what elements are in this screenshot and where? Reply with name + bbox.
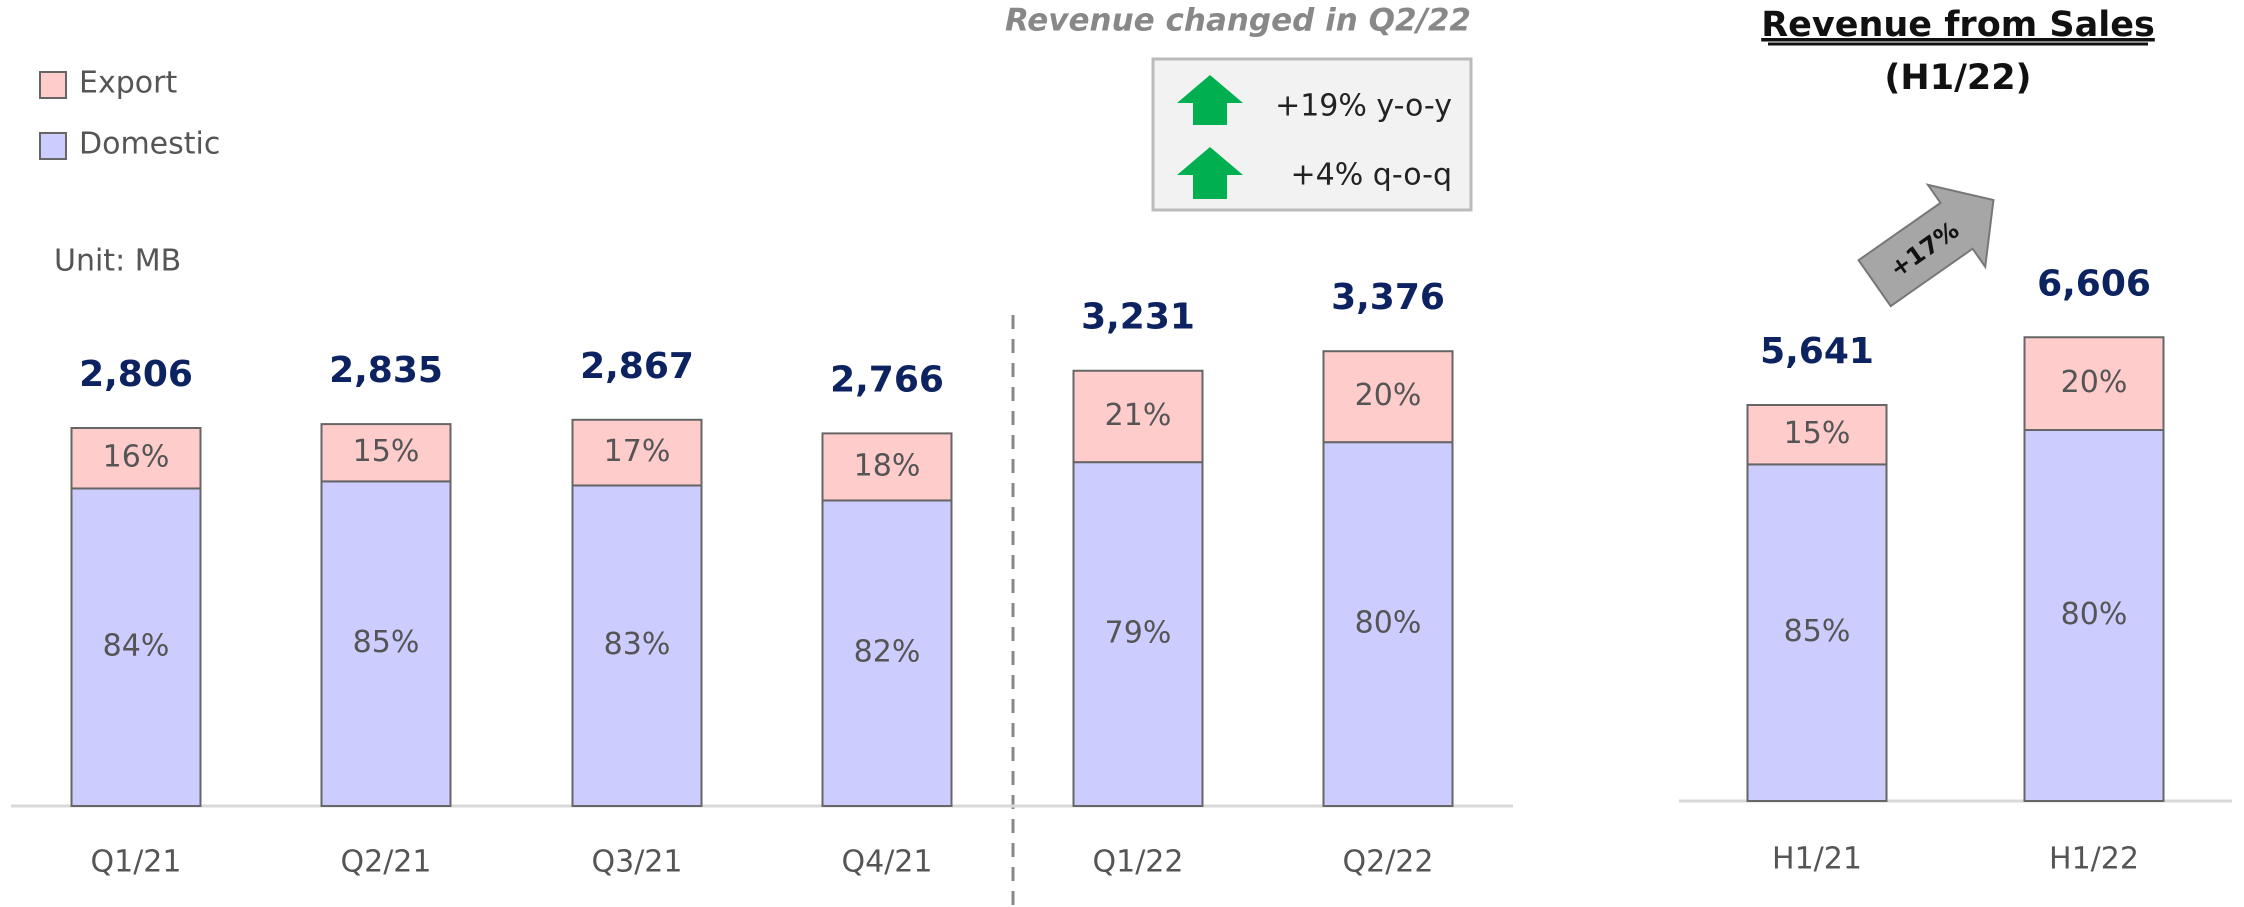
bar-segment <box>821 499 953 807</box>
segment-label: 17% <box>604 434 671 469</box>
x-tick-label: Q4/21 <box>842 845 933 880</box>
chart-subtitle: (H1/22) <box>1884 58 2031 98</box>
segment-label: 80% <box>1355 606 1422 641</box>
x-tick-label: Q2/22 <box>1343 845 1434 880</box>
up-arrow <box>1177 147 1243 199</box>
x-tick-label: H1/21 <box>1772 842 1862 877</box>
total-label: 5,641 <box>1760 331 1874 372</box>
segment-label: 15% <box>353 434 420 469</box>
total-label: 3,376 <box>1331 277 1445 318</box>
legend-swatch <box>39 71 67 99</box>
total-label: 6,606 <box>2037 263 2151 304</box>
legend-label: Domestic <box>79 127 220 162</box>
unit-label: Unit: MB <box>54 244 181 279</box>
segment-label: 20% <box>2061 365 2128 400</box>
bar-segment <box>320 423 452 483</box>
total-label: 2,766 <box>830 359 944 400</box>
bar-segment <box>2023 429 2165 802</box>
segment-label: 15% <box>1784 416 1851 451</box>
bar-segment <box>320 480 452 807</box>
segment-label: 79% <box>1105 616 1172 651</box>
bar-segment <box>2023 336 2165 432</box>
bar-segment <box>571 484 703 807</box>
segment-label: 21% <box>1105 398 1172 433</box>
total-label: 3,231 <box>1081 297 1195 338</box>
segment-label: 85% <box>353 625 420 660</box>
legend-label: Export <box>79 66 177 101</box>
x-tick-label: Q2/21 <box>341 845 432 880</box>
total-label: 2,806 <box>79 354 193 395</box>
segment-label: 85% <box>1784 614 1851 649</box>
bar-segment <box>70 487 202 807</box>
annotation-title: Revenue changed in Q2/22 <box>1005 3 1471 39</box>
total-label: 2,867 <box>580 346 694 387</box>
chart-title: Revenue from Sales <box>1761 5 2155 45</box>
growth-arrow: +17% <box>1857 183 1995 308</box>
segment-label: 80% <box>2061 597 2128 632</box>
segment-label: 82% <box>854 635 921 670</box>
bar-segment <box>821 432 953 502</box>
bar-segment <box>1322 441 1454 807</box>
segment-label: 83% <box>604 627 671 662</box>
legend-swatch <box>39 132 67 160</box>
x-tick-label: Q3/21 <box>592 845 683 880</box>
annotation: +4% q-o-q <box>1291 158 1452 193</box>
up-arrow <box>1177 75 1243 125</box>
bar-segment <box>1322 350 1454 444</box>
segment-label: 84% <box>103 629 170 664</box>
total-label: 2,835 <box>329 350 443 391</box>
x-tick-label: Q1/22 <box>1093 845 1184 880</box>
x-tick-label: H1/22 <box>2049 842 2139 877</box>
bar-segment <box>1746 404 1888 466</box>
bar-segment <box>70 427 202 490</box>
segment-label: 16% <box>103 440 170 475</box>
arrow-shape <box>1857 183 1995 308</box>
annotation: +19% y-o-y <box>1275 89 1452 124</box>
segment-label: 20% <box>1355 378 1422 413</box>
bar-segment <box>571 418 703 487</box>
segment-label: 18% <box>854 448 921 483</box>
bar-segment <box>1072 369 1204 464</box>
bar-segment <box>1072 461 1204 807</box>
x-tick-label: Q1/21 <box>91 845 182 880</box>
